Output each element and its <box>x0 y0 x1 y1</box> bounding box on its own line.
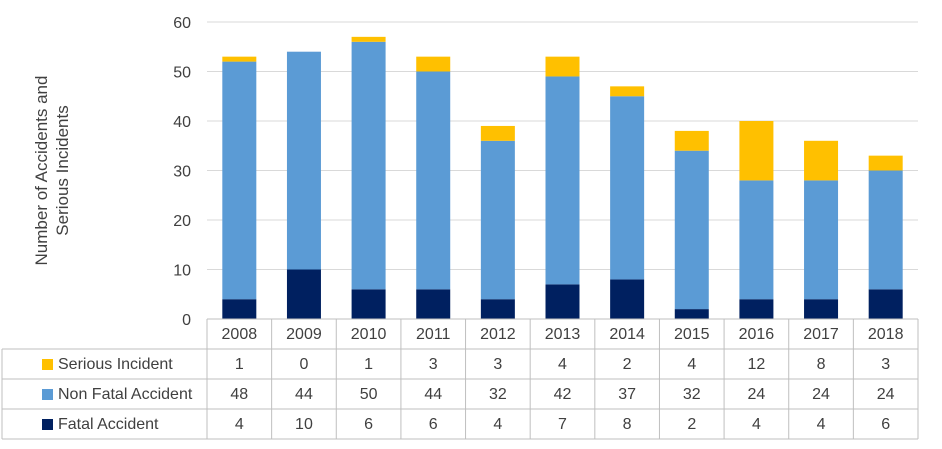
data-value-fatal-accident: 7 <box>558 416 567 433</box>
data-value-non-fatal-accident: 24 <box>748 386 766 403</box>
bar-serious-incident <box>868 155 903 171</box>
y-tick-label: 50 <box>173 65 191 82</box>
bar-serious-incident <box>610 86 645 97</box>
category-label: 2018 <box>868 326 904 343</box>
data-value-fatal-accident: 6 <box>429 416 438 433</box>
legend-key-non-fatal-accident <box>42 389 53 400</box>
y-tick-label: 10 <box>173 263 191 280</box>
bar-fatal-accident <box>545 284 580 319</box>
bar-non-fatal-accident <box>868 170 903 290</box>
bar-fatal-accident <box>286 269 321 319</box>
bar-serious-incident <box>351 36 386 42</box>
data-value-fatal-accident: 10 <box>295 416 313 433</box>
y-axis-label-line: Number of Accidents and <box>32 76 51 266</box>
data-value-serious-incident: 1 <box>235 356 244 373</box>
data-value-non-fatal-accident: 42 <box>554 386 572 403</box>
y-axis-label: Number of Accidents and Serious Incidents <box>32 76 72 266</box>
data-value-non-fatal-accident: 24 <box>877 386 895 403</box>
bar-serious-incident <box>222 56 257 62</box>
y-tick-label: 0 <box>182 312 191 329</box>
bar-non-fatal-accident <box>545 76 580 285</box>
category-label: 2008 <box>222 326 258 343</box>
data-value-serious-incident: 3 <box>429 356 438 373</box>
y-tick-labels: 0 10 20 30 40 50 60 <box>173 15 191 329</box>
data-value-fatal-accident: 6 <box>364 416 373 433</box>
data-value-non-fatal-accident: 48 <box>230 386 248 403</box>
bar-non-fatal-accident <box>351 41 386 290</box>
data-value-fatal-accident: 4 <box>817 416 826 433</box>
y-axis-label-line: Serious Incidents <box>53 105 72 235</box>
bar-fatal-accident <box>674 309 709 319</box>
bar-serious-incident <box>416 56 451 72</box>
category-label: 2009 <box>286 326 322 343</box>
category-label: 2010 <box>351 326 387 343</box>
data-value-serious-incident: 3 <box>493 356 502 373</box>
bar-non-fatal-accident <box>674 150 709 310</box>
data-value-fatal-accident: 4 <box>235 416 244 433</box>
data-value-non-fatal-accident: 44 <box>295 386 313 403</box>
category-label: 2014 <box>609 326 645 343</box>
category-label: 2016 <box>739 326 775 343</box>
data-value-non-fatal-accident: 37 <box>618 386 636 403</box>
bar-non-fatal-accident <box>739 180 774 300</box>
bar-serious-incident <box>545 56 580 77</box>
data-value-serious-incident: 12 <box>748 356 766 373</box>
data-value-serious-incident: 0 <box>300 356 309 373</box>
data-value-non-fatal-accident: 32 <box>683 386 701 403</box>
bar-non-fatal-accident <box>416 71 451 290</box>
bar-non-fatal-accident <box>804 180 839 300</box>
data-value-fatal-accident: 4 <box>752 416 761 433</box>
bar-fatal-accident <box>868 289 903 319</box>
bar-fatal-accident <box>739 299 774 319</box>
data-value-non-fatal-accident: 50 <box>360 386 378 403</box>
bar-serious-incident <box>674 130 709 151</box>
data-value-fatal-accident: 8 <box>623 416 632 433</box>
category-label: 2013 <box>545 326 581 343</box>
bar-non-fatal-accident <box>610 96 645 280</box>
y-tick-label: 30 <box>173 164 191 181</box>
bar-fatal-accident <box>222 299 257 319</box>
bar-serious-incident <box>804 140 839 181</box>
data-table: 2008 2009 2010 2011 2012 2013 2014 2015 2016 2017… <box>1 318 919 440</box>
data-value-fatal-accident: 6 <box>881 416 890 433</box>
bar-fatal-accident <box>610 279 645 319</box>
data-value-non-fatal-accident: 24 <box>812 386 830 403</box>
data-value-non-fatal-accident: 44 <box>424 386 442 403</box>
data-value-serious-incident: 1 <box>364 356 373 373</box>
data-value-fatal-accident: 4 <box>493 416 502 433</box>
bar-serious-incident <box>739 121 774 181</box>
legend-key-serious-incident <box>42 359 53 370</box>
bars <box>222 36 903 319</box>
legend-label-non-fatal-accident: Non Fatal Accident <box>58 386 193 403</box>
bar-fatal-accident <box>480 299 515 319</box>
data-value-serious-incident: 8 <box>817 356 826 373</box>
category-label: 2011 <box>416 326 451 343</box>
y-tick-label: 20 <box>173 213 191 230</box>
category-label: 2012 <box>480 326 516 343</box>
bar-fatal-accident <box>416 289 451 319</box>
bar-serious-incident <box>480 125 515 141</box>
legend-label-serious-incident: Serious Incident <box>58 356 173 373</box>
data-value-fatal-accident: 2 <box>687 416 696 433</box>
legend-key-fatal-accident <box>42 419 53 430</box>
category-label: 2015 <box>674 326 710 343</box>
data-value-non-fatal-accident: 32 <box>489 386 507 403</box>
bar-non-fatal-accident <box>286 51 321 270</box>
bar-fatal-accident <box>351 289 386 319</box>
y-tick-label: 60 <box>173 15 191 32</box>
data-value-serious-incident: 2 <box>623 356 632 373</box>
category-label: 2017 <box>803 326 839 343</box>
bar-non-fatal-accident <box>480 140 515 300</box>
legend-label-fatal-accident: Fatal Accident <box>58 416 159 433</box>
y-tick-label: 40 <box>173 114 191 131</box>
data-value-serious-incident: 4 <box>687 356 696 373</box>
bar-non-fatal-accident <box>222 61 257 300</box>
data-value-serious-incident: 4 <box>558 356 567 373</box>
bar-fatal-accident <box>804 299 839 319</box>
data-value-serious-incident: 3 <box>881 356 890 373</box>
